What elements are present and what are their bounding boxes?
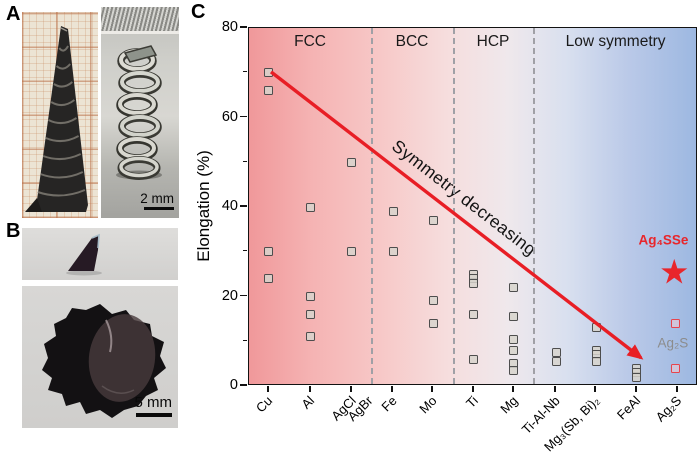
data-point-cu [264,247,274,257]
y-minor-tick [242,339,247,341]
region-divider-dashed [533,28,536,384]
data-point-mg [509,365,519,375]
data-point-ti [469,309,479,319]
region-label-hcp: HCP [476,33,510,50]
x-tick [635,385,637,392]
scale-bar-label-2mm: 2 mm [140,191,174,206]
x-tick [512,385,514,392]
panel-a-label: A [6,3,21,25]
data-point-al [306,292,316,301]
label-ags: Ag₂S [657,335,689,351]
region-divider-dashed [371,28,374,384]
panel-b-photo-shard [22,228,178,280]
data-point-tialnb [551,347,561,357]
black-ingot-illustration [42,304,166,418]
y-tick-label: 0 [229,377,238,393]
data-point-mo [428,215,438,225]
x-tick-label-mo: Mo [416,393,440,417]
data-point-mg [509,334,519,344]
y-major-tick [239,115,247,118]
plot-area: Symmetry decreasing FCC BCC HCP Low symmetr… [248,27,697,385]
star-marker-agsse: ★ [658,253,690,292]
data-point-mgsbbi [591,356,601,366]
panel-a-photo-spiral: 2 mm [101,7,179,218]
x-tick-label-feal: FeAl [614,393,644,423]
y-tick-label: 60 [221,108,238,125]
cone-sample-illustration [25,26,88,212]
data-point-mo [428,318,438,328]
x-tick [391,385,393,392]
data-point-al [306,332,316,342]
scale-bar-label-5mm: 5 mm [134,394,173,411]
x-tick-label-ags: Ag₂S [652,393,685,425]
y-tick-label: 80 [221,19,238,35]
data-point-agcl [347,157,357,167]
region-divider-dashed [452,28,455,384]
data-point-cu [264,274,274,284]
region-label-fcc: FCC [294,33,326,50]
data-point-ti [469,278,479,288]
data-point-mo [428,296,438,306]
x-tick [267,385,269,392]
x-tick-label-fe: Fe [378,393,400,415]
data-point-agcl [347,247,357,257]
data-point-al [306,309,316,319]
y-minor-tick [242,71,247,73]
x-tick-label-cu: Cu [253,393,276,416]
panel-b-label: B [6,220,21,242]
panel-c-label: C [191,1,206,23]
data-point-feal [632,372,642,382]
y-major-tick [239,205,247,207]
panel-b-photo-ingot: 5 mm [22,286,178,428]
data-point-mg [509,283,519,293]
y-minor-tick [242,250,247,252]
x-tick-label-al: Al [298,393,318,412]
scale-bar-2mm [144,206,174,210]
region-label-bcc: BCC [395,33,429,50]
x-tick [472,385,474,392]
label-agsse: Ag₄SSe [638,232,689,248]
y-tick-label: 20 [221,287,238,304]
y-minor-tick [242,160,247,162]
x-tick [350,385,352,392]
y-major-tick [239,26,247,28]
crystal-shard-illustration [66,233,102,276]
x-tick [431,385,433,392]
data-point-red-ags [671,318,681,328]
x-tick [676,385,678,392]
data-point-red-ags [671,363,681,373]
data-point-cu [264,86,274,96]
y-tick-label: 40 [221,198,238,214]
data-point-fe [388,247,398,257]
x-tick [309,385,311,392]
data-point-fe [388,206,398,216]
y-major-tick [239,384,247,386]
x-tick-label-mg: Mg [497,393,521,417]
x-tick-label-ti: Ti [462,393,481,411]
y-major-tick [239,294,247,297]
scale-bar-5mm [136,412,172,417]
x-tick [594,385,596,392]
data-point-tialnb [551,356,561,366]
data-point-mg [509,345,519,355]
spiral-chip-illustration [116,45,162,180]
region-label-low-symmetry: Low symmetry [565,33,666,50]
data-point-al [306,202,316,212]
data-point-mg [509,312,519,322]
x-tick [554,385,556,392]
machined-surface-strip [101,7,179,34]
panel-a-photo-cone [22,12,98,218]
data-point-ti [469,354,479,364]
trend-arrow [269,70,644,360]
